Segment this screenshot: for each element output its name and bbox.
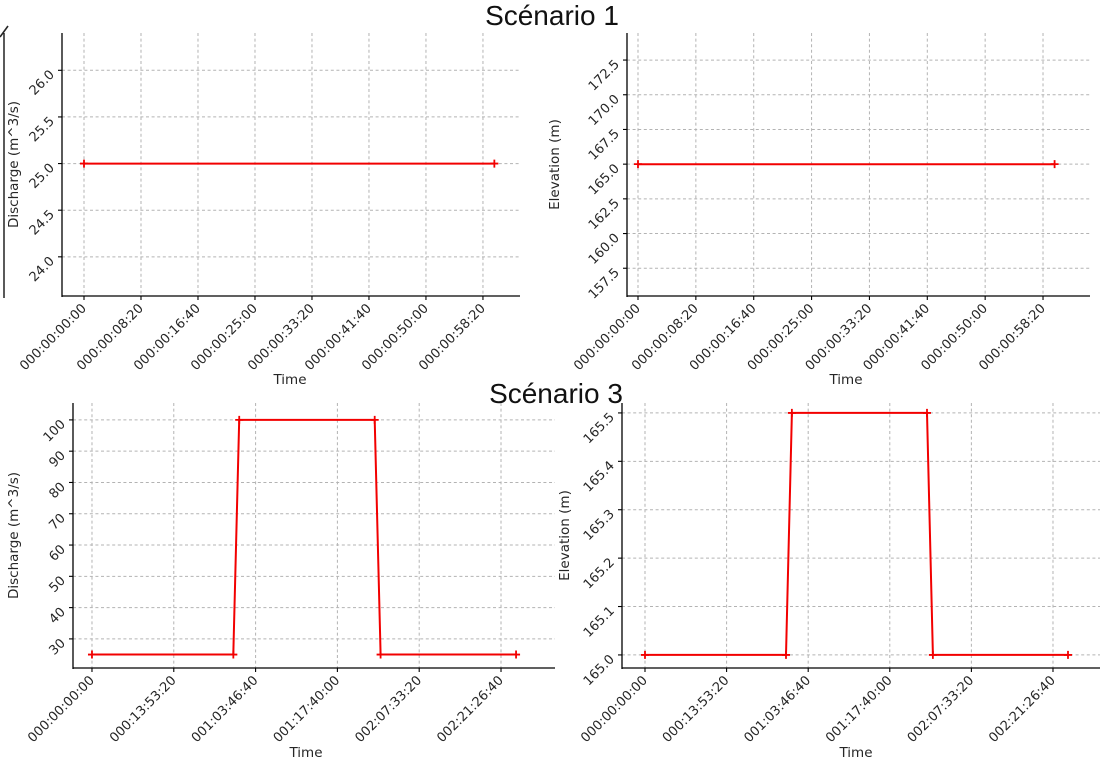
data-markers	[79, 159, 499, 168]
chart-s3_elevation: 000:00:00:00 000:13:53:20 001:03:46:40 001:…	[557, 403, 1100, 761]
x-tick-label: 002:07:33:20	[352, 673, 425, 746]
series-line	[645, 411, 1068, 656]
y-axis-label: Elevation (m)	[557, 490, 573, 581]
scenario-1-title: Scénario 1	[485, 0, 619, 31]
cropped-axis-artifact	[0, 25, 9, 298]
plus-marker	[781, 650, 790, 659]
plus-marker	[490, 159, 499, 168]
plus-marker	[370, 415, 379, 424]
x-tick-label: 000:13:53:20	[107, 673, 180, 746]
y-tick-label: 162.5	[586, 196, 623, 233]
y-tick-label: 24.0	[27, 254, 58, 285]
plus-marker	[376, 650, 385, 659]
x-axis: 000:00:00:00 000:13:53:20 001:03:46:40 001:…	[25, 668, 507, 746]
data-markers	[633, 160, 1059, 169]
y-tick-label: 170.0	[586, 92, 623, 129]
y-tick-label: 165.0	[581, 652, 618, 689]
x-tick-label: 000:13:53:20	[660, 673, 733, 746]
y-axis-label: Discharge (m^3/s)	[6, 472, 22, 599]
y-tick-label: 165.1	[581, 604, 618, 641]
y-tick-label: 26.0	[27, 68, 58, 99]
plus-marker	[87, 650, 96, 659]
x-tick-label: 001:17:40:00	[823, 673, 896, 746]
plus-marker	[922, 408, 931, 417]
y-tick-label: 165.4	[581, 459, 618, 496]
series-line	[92, 418, 517, 656]
y-tick-label: 165.3	[581, 507, 618, 544]
x-axis-label: Time	[838, 745, 872, 761]
y-tick-label: 80	[47, 480, 69, 502]
x-tick-label: 000:00:00:00	[25, 673, 98, 746]
x-axis: 000:00:00:00000:00:08:20000:00:16:40000:…	[17, 296, 489, 374]
plus-marker	[640, 650, 649, 659]
plus-marker	[1064, 650, 1072, 659]
data-markers	[640, 408, 1072, 659]
y-tick-label: 40	[47, 605, 69, 627]
chart-s1_elevation: 000:00:00:00000:00:08:20000:00:16:40000:…	[547, 33, 1090, 388]
y-axis-label: Discharge (m^3/s)	[6, 101, 22, 228]
y-tick-label: 25.0	[27, 161, 58, 192]
chart-s1_discharge: 000:00:00:00000:00:08:20000:00:16:40000:…	[6, 33, 520, 388]
x-axis-label: Time	[272, 372, 306, 388]
x-tick-label: 001:03:46:40	[741, 673, 814, 746]
data-markers	[87, 415, 521, 659]
x-axis-label: Time	[828, 372, 862, 388]
x-tick-label: 002:21:26:40	[986, 673, 1059, 746]
y-axis: 30 40 50 60 70 80 90 100	[41, 417, 73, 658]
x-tick-label: 001:17:40:00	[271, 673, 344, 746]
y-tick-label: 165.2	[581, 555, 618, 592]
y-tick-label: 30	[47, 636, 69, 658]
x-tick-label: 001:03:46:40	[189, 673, 262, 746]
y-axis: 165.0 165.1 165.2 165.3 165.4 165.5	[581, 410, 622, 689]
y-tick-label: 157.5	[586, 265, 623, 302]
scenario-3-title: Scénario 3	[489, 378, 623, 409]
y-axis: 24.0 24.5 25.0 25.5 26.0	[27, 68, 62, 285]
y-tick-label: 160.0	[586, 231, 623, 268]
plus-marker	[235, 415, 244, 424]
plus-marker	[1050, 160, 1059, 169]
grid	[73, 403, 555, 668]
y-axis-label: Elevation (m)	[547, 119, 563, 210]
y-tick-label: 60	[47, 542, 69, 564]
plus-marker	[79, 159, 88, 168]
y-tick-label: 167.5	[586, 127, 623, 164]
y-tick-label: 165.5	[581, 410, 618, 447]
y-tick-label: 172.5	[586, 57, 623, 94]
y-tick-label: 165.0	[586, 161, 623, 198]
y-tick-label: 70	[47, 511, 69, 533]
plus-marker	[512, 650, 521, 659]
x-axis: 000:00:00:00000:00:08:20000:00:16:40000:…	[571, 296, 1049, 374]
plus-marker	[787, 408, 796, 417]
x-tick-label: 002:21:26:40	[434, 673, 507, 746]
y-tick-label: 90	[47, 448, 69, 470]
y-tick-label: 24.5	[27, 207, 58, 238]
y-tick-label: 25.5	[27, 114, 58, 145]
x-axis-label: Time	[288, 745, 322, 761]
x-tick-label: 002:07:33:20	[905, 673, 978, 746]
plus-marker	[928, 650, 937, 659]
plus-marker	[229, 650, 238, 659]
chart-s3_discharge: 000:00:00:00 000:13:53:20 001:03:46:40 001:…	[6, 403, 555, 761]
x-axis: 000:00:00:00 000:13:53:20 001:03:46:40 001:…	[578, 668, 1059, 746]
y-tick-label: 100	[41, 417, 69, 445]
grid	[622, 403, 1100, 668]
y-tick-label: 50	[47, 574, 69, 596]
plus-marker	[633, 160, 642, 169]
